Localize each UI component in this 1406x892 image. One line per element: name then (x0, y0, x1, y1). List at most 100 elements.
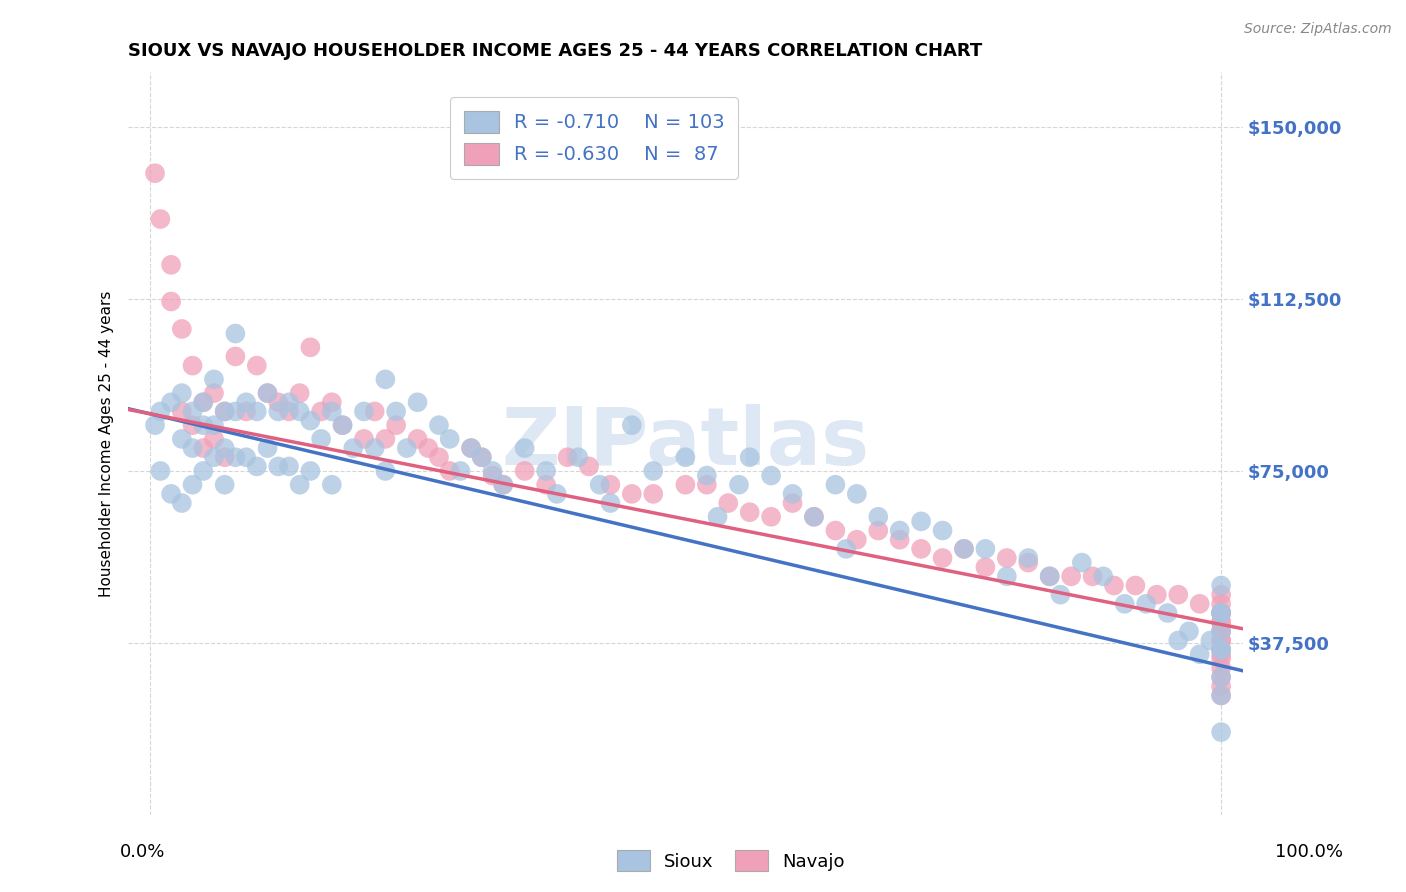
Point (931, 524, 953, 538)
Point (513, 464, 536, 478)
Point (449, 464, 471, 478)
Point (1125, 578, 1147, 592)
Point (267, 395, 290, 409)
Point (868, 509, 890, 524)
Point (567, 450, 589, 465)
Point (160, 258, 183, 272)
Point (738, 505, 761, 519)
Point (1188, 597, 1211, 611)
Point (193, 441, 215, 455)
Point (673, 477, 696, 491)
Point (1167, 588, 1189, 602)
Point (1211, 633, 1233, 648)
Point (889, 533, 911, 547)
Point (599, 477, 621, 491)
Point (953, 541, 976, 556)
Point (235, 450, 257, 465)
Point (782, 496, 804, 510)
Point (643, 487, 665, 501)
Point (193, 418, 215, 433)
Point (353, 404, 375, 418)
Point (170, 322, 193, 336)
Point (299, 464, 322, 478)
Point (224, 404, 246, 418)
Point (143, 166, 166, 180)
Point (1211, 689, 1233, 703)
Point (728, 477, 751, 491)
Point (427, 450, 450, 465)
Point (1199, 633, 1222, 648)
Point (374, 372, 396, 386)
Point (267, 404, 290, 418)
Point (471, 450, 494, 465)
Point (170, 432, 193, 446)
Point (1211, 725, 1233, 739)
Text: Source: ZipAtlas.com: Source: ZipAtlas.com (1244, 22, 1392, 37)
Point (889, 524, 911, 538)
Point (1211, 606, 1233, 620)
Point (1211, 642, 1233, 657)
Point (353, 432, 375, 446)
Point (278, 395, 301, 409)
Point (202, 372, 225, 386)
Point (738, 450, 761, 465)
Point (1135, 597, 1157, 611)
Point (256, 386, 278, 401)
Point (299, 340, 322, 354)
Point (235, 395, 257, 409)
Point (1211, 606, 1233, 620)
Point (1211, 624, 1233, 639)
Point (1211, 615, 1233, 629)
Point (481, 464, 503, 478)
Point (620, 487, 643, 501)
Point (385, 404, 408, 418)
Point (143, 418, 166, 433)
Point (599, 496, 621, 510)
Point (460, 441, 482, 455)
Point (374, 432, 396, 446)
Point (149, 464, 172, 478)
Point (759, 509, 782, 524)
Point (181, 404, 204, 418)
Point (214, 450, 236, 465)
Text: SIOUX VS NAVAJO HOUSEHOLDER INCOME AGES 25 - 44 YEARS CORRELATION CHART: SIOUX VS NAVAJO HOUSEHOLDER INCOME AGES … (128, 42, 983, 60)
Point (193, 395, 215, 409)
Point (974, 560, 997, 574)
Point (181, 359, 204, 373)
Point (803, 509, 825, 524)
Point (406, 395, 429, 409)
Point (995, 551, 1018, 566)
Point (278, 404, 301, 418)
Point (1211, 642, 1233, 657)
Point (546, 487, 568, 501)
Legend: Sioux, Navajo: Sioux, Navajo (610, 843, 852, 879)
Point (513, 441, 536, 455)
Point (1211, 670, 1233, 684)
Point (170, 404, 193, 418)
Point (202, 418, 225, 433)
Point (385, 418, 408, 433)
Point (953, 541, 976, 556)
Point (1060, 569, 1083, 583)
Point (931, 551, 953, 566)
Point (845, 487, 868, 501)
Point (214, 441, 236, 455)
Point (299, 414, 322, 428)
Point (1211, 606, 1233, 620)
Point (759, 468, 782, 483)
Point (1211, 624, 1233, 639)
Point (1211, 647, 1233, 661)
Point (406, 432, 429, 446)
Point (1211, 670, 1233, 684)
Point (1211, 642, 1233, 657)
Point (492, 477, 515, 491)
Point (643, 464, 665, 478)
Point (1211, 588, 1233, 602)
Point (1017, 556, 1039, 570)
Point (803, 509, 825, 524)
Point (288, 386, 311, 401)
Point (149, 212, 172, 227)
Point (321, 395, 343, 409)
Point (824, 524, 846, 538)
Point (342, 441, 364, 455)
